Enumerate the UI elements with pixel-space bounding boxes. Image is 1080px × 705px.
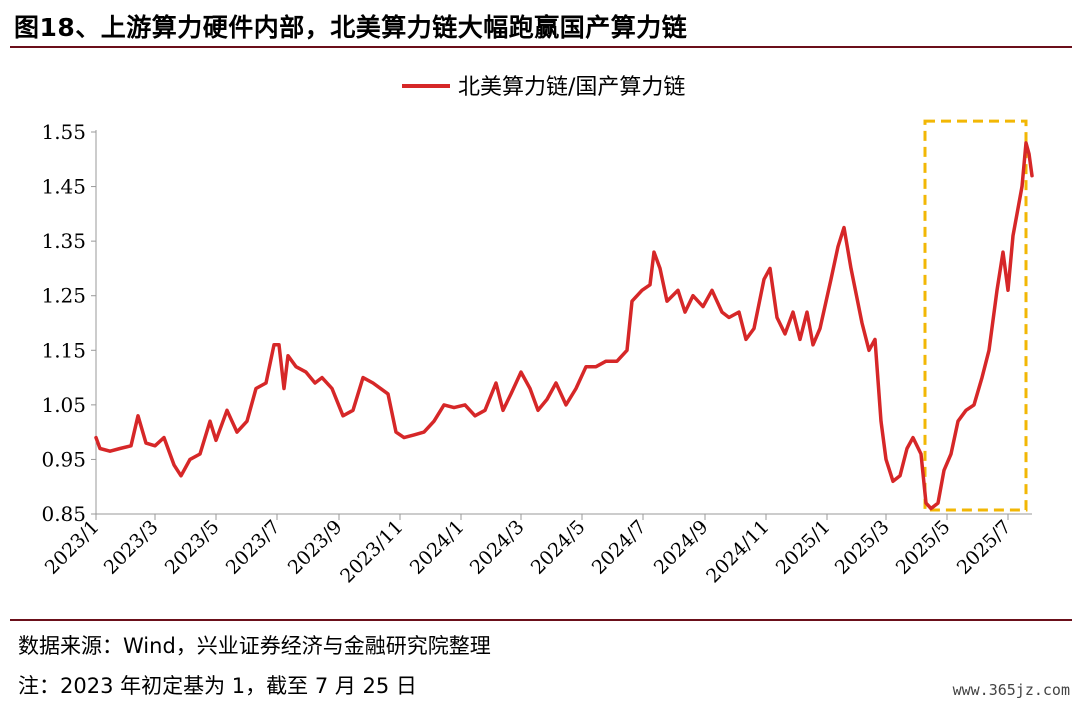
legend: 北美算力链/国产算力链 bbox=[402, 75, 685, 100]
legend-label: 北美算力链/国产算力链 bbox=[458, 75, 685, 100]
y-tick-label: 1.45 bbox=[41, 175, 86, 199]
line-chart: 北美算力链/国产算力链 0.85 0.95 1.05 1.15 1.25 1.35 1.45… bbox=[41, 75, 1034, 587]
footer-divider bbox=[10, 619, 1072, 621]
x-tick-label: 2024/9 bbox=[650, 516, 713, 579]
x-tick-label: 2025/5 bbox=[892, 516, 955, 579]
x-tick-label: 2025/7 bbox=[953, 516, 1016, 579]
x-tick-label: 2024/1 bbox=[406, 516, 469, 579]
y-axis: 0.85 0.95 1.05 1.15 1.25 1.35 1.45 1.55 bbox=[41, 120, 97, 526]
x-tick-label: 2024/11 bbox=[702, 516, 773, 587]
series-layer bbox=[94, 141, 1034, 511]
y-tick-label: 0.95 bbox=[41, 447, 86, 471]
page-title: 图18、上游算力硬件内部，北美算力链大幅跑赢国产算力链 bbox=[14, 13, 688, 42]
y-tick-label: 1.35 bbox=[41, 229, 86, 253]
series-line-0 bbox=[94, 141, 1034, 511]
y-tick-label: 0.85 bbox=[41, 502, 86, 526]
x-tick-label: 2023/9 bbox=[284, 516, 347, 579]
y-tick-label: 1.15 bbox=[41, 338, 86, 362]
x-tick-label: 2025/1 bbox=[772, 516, 835, 579]
base-date-note: 注：2023 年初定基为 1，截至 7 月 25 日 bbox=[18, 674, 417, 698]
y-tick-label: 1.05 bbox=[41, 393, 86, 417]
watermark: www.365jz.com bbox=[952, 681, 1070, 699]
title-divider bbox=[10, 46, 1072, 48]
y-tick-label: 1.55 bbox=[41, 120, 86, 144]
x-tick-label: 2023/3 bbox=[100, 516, 163, 579]
source-note: 数据来源：Wind，兴业证券经济与金融研究院整理 bbox=[18, 634, 491, 658]
x-tick-label: 2023/5 bbox=[161, 516, 224, 579]
x-tick-label: 2024/5 bbox=[527, 516, 590, 579]
highlight-box-layer bbox=[923, 119, 1028, 512]
x-tick-label: 2024/7 bbox=[588, 516, 651, 579]
x-tick-label: 2025/3 bbox=[831, 516, 894, 579]
highlight-box bbox=[923, 119, 1028, 512]
x-tick-label: 2024/3 bbox=[466, 516, 529, 579]
y-tick-label: 1.25 bbox=[41, 284, 86, 308]
x-tick-label: 2023/7 bbox=[222, 516, 285, 579]
x-tick-label: 2023/11 bbox=[336, 516, 407, 587]
